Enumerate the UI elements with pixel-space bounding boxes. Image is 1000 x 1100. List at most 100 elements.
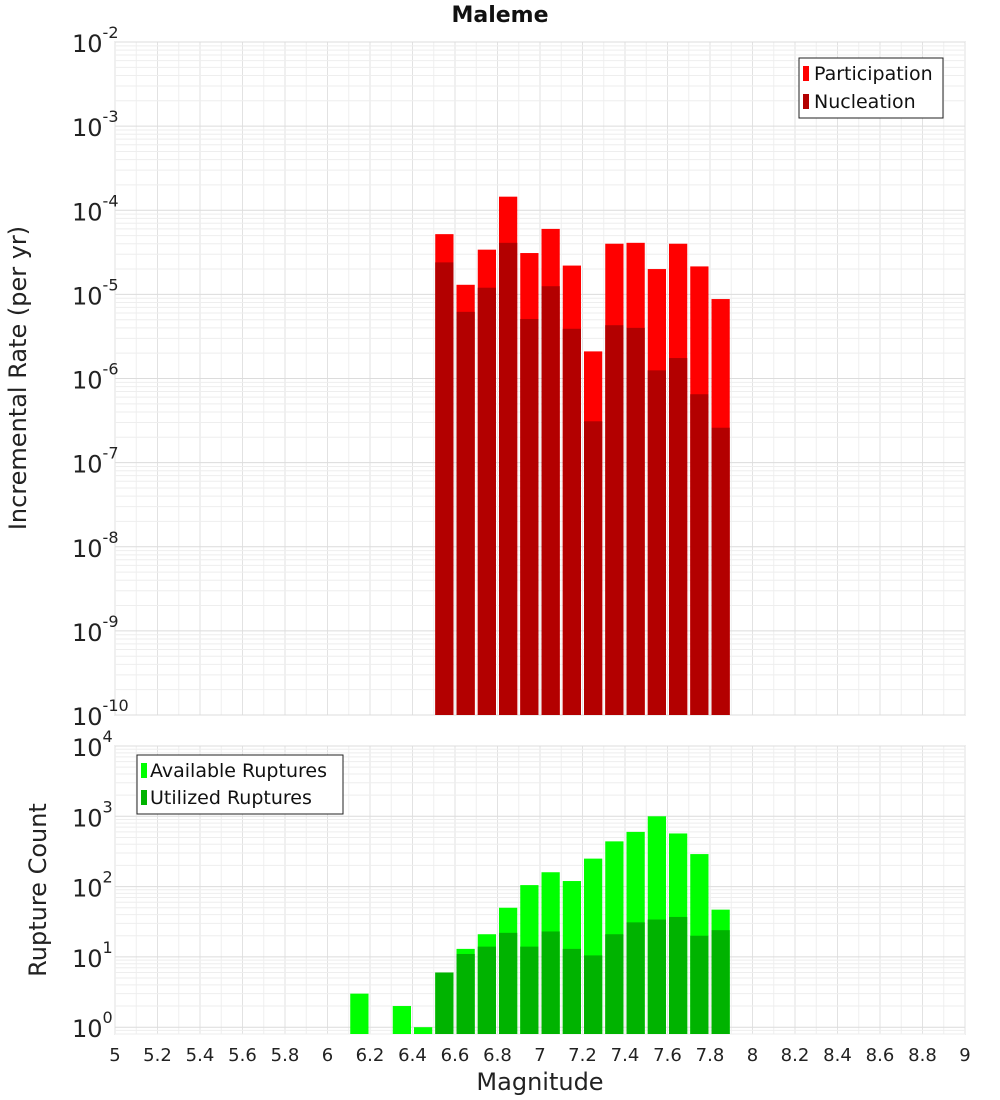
tick-exponent: -8 [103, 528, 119, 547]
x-tick-label: 8.4 [823, 1045, 852, 1066]
count-bar-available [350, 993, 369, 1034]
rate-y-tick-label: 10-3 [72, 107, 119, 142]
x-tick-label: 8 [747, 1045, 758, 1066]
x-tick-label: 6.6 [441, 1045, 470, 1066]
rate-y-tick-label: 10-7 [72, 444, 119, 479]
rate-bar-nucleation [626, 327, 645, 715]
x-tick-label: 5.4 [186, 1045, 215, 1066]
x-tick-label: 6.8 [483, 1045, 512, 1066]
count-bar-available [392, 1006, 411, 1034]
count-legend-box [136, 754, 344, 815]
count-bar-utilized [435, 972, 454, 1034]
x-tick-label: 6.2 [356, 1045, 385, 1066]
rate-y-tick-label: 10-10 [72, 696, 129, 731]
legend-swatch-available [141, 763, 147, 778]
rate-panel: 10-10 10-9 10-8 10-7 10-6 10-5 10-4 10-3 10-2 In… [4, 23, 966, 731]
count-bar-utilized [541, 931, 560, 1034]
legend-swatch-participation [803, 66, 809, 81]
tick-exponent: 4 [103, 727, 113, 746]
rate-bar-nucleation [562, 328, 581, 715]
count-y-tick-label: 102 [72, 868, 113, 903]
count-bar-utilized [584, 955, 603, 1034]
x-tick-label: 5.2 [143, 1045, 172, 1066]
count-y-tick-label: 100 [72, 1008, 113, 1043]
count-y-tick-label: 104 [72, 727, 113, 762]
rate-legend-box [798, 57, 944, 119]
rate-gridlines [114, 41, 966, 716]
tick-exponent: 0 [103, 1008, 113, 1027]
count-bar-utilized [647, 919, 666, 1034]
rate-y-tick-label: 10-4 [72, 191, 119, 226]
count-bar-utilized [605, 934, 624, 1034]
x-tick-label: 8.6 [866, 1045, 895, 1066]
tick-exponent: -10 [103, 696, 129, 715]
legend-label-available: Available Ruptures [150, 760, 327, 782]
legend-label-utilized: Utilized Ruptures [150, 787, 312, 809]
legend-label-nucleation: Nucleation [814, 91, 916, 113]
count-bar-utilized [690, 935, 709, 1034]
chart-title: Maleme [451, 3, 548, 28]
count-bar-utilized [499, 932, 518, 1034]
tick-exponent: -9 [103, 612, 119, 631]
legend-label-participation: Participation [814, 63, 933, 85]
count-bar-utilized [520, 946, 539, 1034]
rate-bar-nucleation [669, 358, 688, 715]
rate-bar-nucleation [477, 287, 496, 715]
tick-exponent: -7 [103, 444, 119, 463]
count-bar-utilized [456, 953, 475, 1034]
rate-bar-nucleation [520, 318, 539, 715]
rate-y-tick-label: 10-5 [72, 275, 119, 310]
rate-y-tick-label: 10-2 [72, 23, 119, 58]
x-tick-label: 5.8 [271, 1045, 300, 1066]
count-gridlines [114, 745, 966, 1035]
rate-bar-nucleation [435, 262, 454, 715]
count-y-tick-label: 103 [72, 797, 113, 832]
count-bar-utilized [669, 916, 688, 1034]
count-bar-utilized [477, 946, 496, 1034]
legend-swatch-nucleation [803, 94, 809, 109]
x-tick-label: 9 [959, 1045, 970, 1066]
x-tick-label: 8.8 [908, 1045, 937, 1066]
x-tick-label: 5.6 [228, 1045, 257, 1066]
count-bar-available [414, 1027, 433, 1034]
rate-bar-nucleation [499, 242, 518, 715]
count-y-tick-label: 101 [72, 938, 113, 973]
x-axis-title: Magnitude [476, 1068, 603, 1096]
x-tick-label: 7.4 [611, 1045, 640, 1066]
x-tick-label: 7.8 [696, 1045, 725, 1066]
count-bar-utilized [711, 930, 730, 1034]
x-tick-label: 6 [322, 1045, 333, 1066]
tick-exponent: 2 [103, 868, 113, 887]
x-tick-label: 6.4 [398, 1045, 427, 1066]
rate-bar-nucleation [541, 286, 560, 715]
count-bars [350, 816, 730, 1034]
rate-bar-nucleation [647, 370, 666, 715]
tick-exponent: -2 [103, 23, 119, 42]
count-legend: Available Ruptures Utilized Ruptures [136, 754, 344, 815]
tick-exponent: -6 [103, 360, 119, 379]
rate-bar-nucleation [711, 427, 730, 715]
count-bar-utilized [562, 948, 581, 1034]
rate-bars [435, 196, 730, 716]
rate-y-tick-label: 10-8 [72, 528, 119, 563]
count-bar-utilized [626, 922, 645, 1034]
tick-exponent: -4 [103, 191, 119, 210]
tick-exponent: 1 [103, 938, 113, 957]
x-tick-label: 7.2 [568, 1045, 597, 1066]
rate-y-tick-label: 10-6 [72, 360, 119, 395]
x-tick-label: 5 [109, 1045, 120, 1066]
count-y-axis-title: Rupture Count [24, 803, 52, 977]
rate-legend: Participation Nucleation [798, 57, 944, 119]
rate-bar-nucleation [690, 394, 709, 715]
legend-swatch-utilized [141, 790, 147, 805]
rate-bar-nucleation [456, 311, 475, 715]
tick-exponent: -5 [103, 275, 119, 294]
x-tick-label: 8.2 [781, 1045, 810, 1066]
rate-bar-nucleation [584, 421, 603, 715]
x-tick-label: 7.6 [653, 1045, 682, 1066]
rate-y-tick-label: 10-9 [72, 612, 119, 647]
tick-exponent: 3 [103, 797, 113, 816]
tick-exponent: -3 [103, 107, 119, 126]
